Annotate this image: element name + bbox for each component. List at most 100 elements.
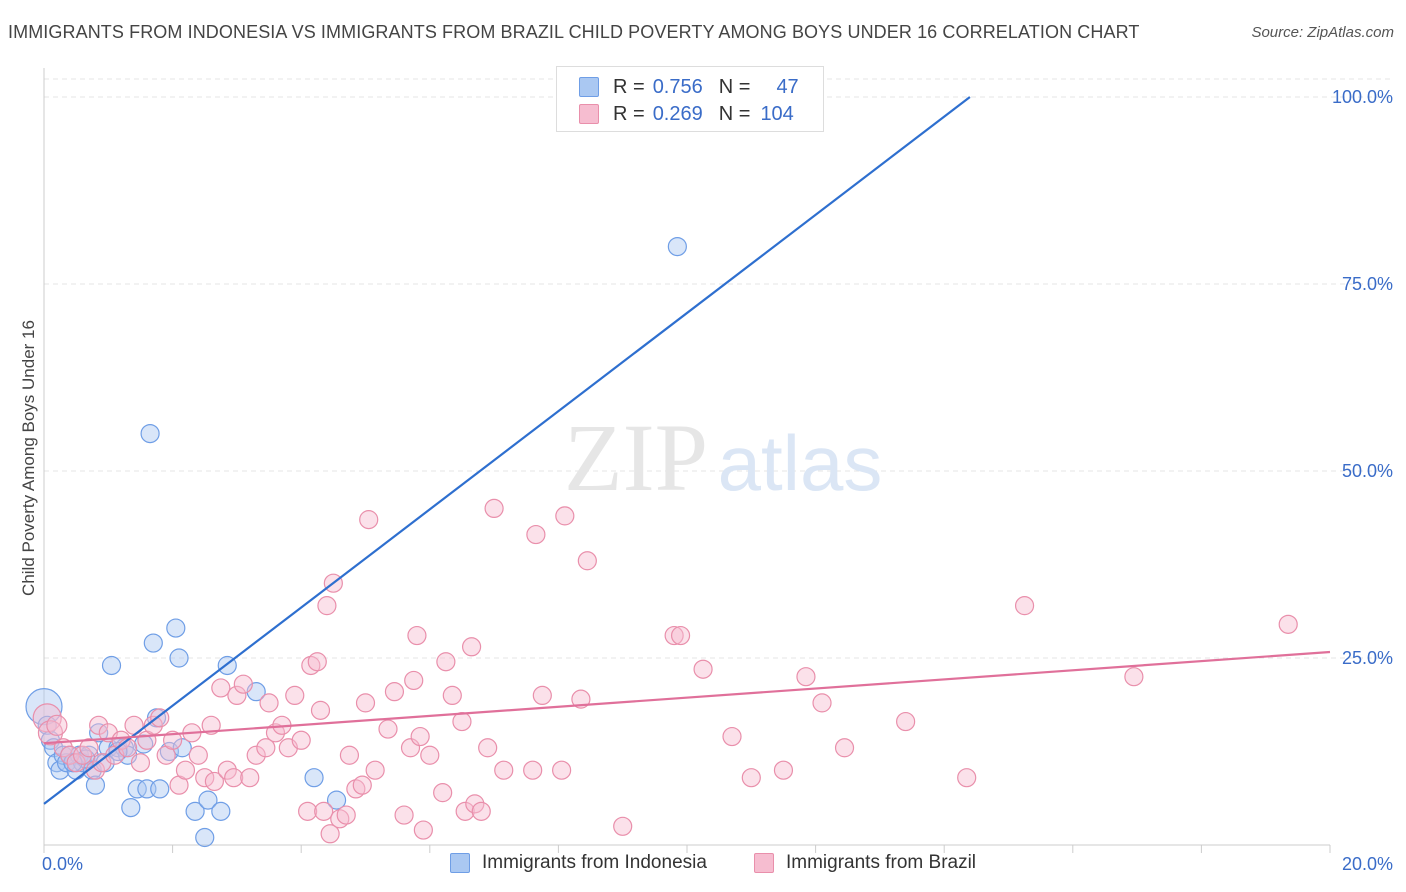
- brazil-point: [407, 625, 427, 646]
- brazil-point: [664, 625, 684, 646]
- brazil-point: [433, 783, 453, 803]
- brazil-point: [471, 801, 491, 821]
- brazil-point: [413, 820, 433, 840]
- brazil-point: [314, 801, 334, 821]
- series-label-indonesia: Immigrants from Indonesia: [482, 852, 707, 873]
- brazil-point: [455, 801, 475, 821]
- indonesia-point: [172, 738, 192, 758]
- legend-r-label: R =: [613, 102, 645, 125]
- legend-r-label: R =: [613, 75, 645, 98]
- brazil-point: [957, 768, 977, 788]
- brazil-point: [670, 625, 691, 646]
- brazil-point: [384, 682, 405, 702]
- brazil-point: [143, 715, 163, 735]
- brazil-point: [478, 738, 498, 758]
- brazil-trend-line: [43, 650, 1331, 745]
- brazil-point: [722, 726, 742, 747]
- brazil-point: [1014, 596, 1035, 616]
- trend-lines: [43, 96, 1331, 805]
- brazil-point: [394, 805, 414, 825]
- series-swatch-indonesia: [450, 853, 470, 873]
- brazil-point: [298, 801, 318, 821]
- source-label: Source: ZipAtlas.com: [1251, 24, 1394, 41]
- brazil-point: [227, 685, 247, 706]
- brazil-point: [577, 551, 597, 571]
- y-tick-label: 50.0%: [1342, 461, 1393, 481]
- indonesia-point: [169, 648, 189, 668]
- brazil-point: [571, 689, 591, 709]
- indonesia-point: [150, 779, 170, 799]
- brazil-point: [812, 693, 832, 713]
- brazil-point: [484, 498, 504, 518]
- brazil-point: [317, 596, 337, 616]
- legend-n-label: N =: [718, 102, 751, 125]
- brazil-point: [256, 738, 276, 758]
- brazil-point: [307, 652, 327, 672]
- brazil-point: [359, 510, 379, 530]
- brazil-point: [339, 745, 360, 765]
- brazil-point: [410, 726, 430, 747]
- brazil-point: [79, 738, 99, 758]
- legend-r-value: 0.269: [652, 102, 703, 125]
- brazil-point: [442, 685, 462, 706]
- brazil-point: [265, 723, 286, 743]
- indonesia-point: [143, 633, 163, 653]
- brazil-point: [436, 652, 456, 672]
- watermark: ZIP atlas: [564, 404, 882, 511]
- brazil-point: [46, 714, 68, 736]
- brazil-point: [693, 659, 713, 679]
- brazil-point: [420, 745, 440, 765]
- brazil-point: [224, 768, 244, 788]
- indonesia-point: [85, 775, 106, 795]
- brazil-point: [796, 667, 816, 687]
- indonesia-point: [198, 790, 218, 810]
- brazil-point: [117, 738, 138, 758]
- brazil-point: [336, 805, 356, 825]
- brazil-point: [523, 760, 543, 780]
- brazil-point: [195, 768, 215, 788]
- indonesia-point: [159, 741, 179, 762]
- brazil-point: [404, 670, 424, 691]
- brazil-point: [259, 693, 279, 713]
- brazil-point: [233, 674, 253, 694]
- brazil-point: [461, 637, 482, 657]
- indonesia-point: [185, 801, 205, 821]
- axes: [43, 68, 1331, 853]
- indonesia-point: [108, 741, 128, 762]
- brazil-point: [217, 760, 237, 780]
- brazil-point: [310, 700, 331, 720]
- indonesia-point: [211, 801, 231, 821]
- brazil-point: [211, 678, 231, 698]
- series-swatch-brazil: [754, 853, 774, 873]
- y-axis-label: Child Poverty Among Boys Under 16: [19, 320, 38, 596]
- brazil-point: [240, 768, 260, 788]
- brazil-point: [552, 760, 572, 780]
- brazil-point: [72, 745, 93, 765]
- brazil-point: [66, 753, 86, 773]
- legend-swatch-indonesia: [579, 77, 599, 97]
- brazil-point: [1124, 667, 1144, 687]
- indonesia-trend-line: [43, 96, 971, 805]
- series-legend-indonesia[interactable]: Immigrants from Indonesia: [450, 852, 707, 874]
- data-points: [25, 87, 1298, 848]
- brazil-point: [773, 760, 794, 780]
- legend-n-value: 47: [776, 75, 799, 98]
- brazil-point: [188, 745, 208, 765]
- series-legend: Immigrants from Indonesia Immigrants fro…: [0, 852, 1406, 876]
- brazil-point: [89, 715, 109, 735]
- watermark-atlas: atlas: [718, 419, 883, 507]
- brazil-point: [741, 768, 761, 788]
- series-legend-brazil[interactable]: Immigrants from Brazil: [754, 852, 976, 874]
- brazil-point: [465, 794, 485, 814]
- indonesia-point: [89, 723, 109, 743]
- x-tick-label: 0.0%: [42, 854, 83, 874]
- legend-r-value: 0.756: [652, 75, 703, 98]
- brazil-point: [1278, 614, 1298, 634]
- legend-row-indonesia: R = 0.756 N = 47: [579, 75, 799, 99]
- y-tick-label: 100.0%: [1332, 87, 1393, 107]
- brazil-point: [896, 711, 916, 732]
- brazil-point: [613, 816, 633, 836]
- brazil-point: [365, 760, 385, 780]
- brazil-point: [526, 524, 546, 545]
